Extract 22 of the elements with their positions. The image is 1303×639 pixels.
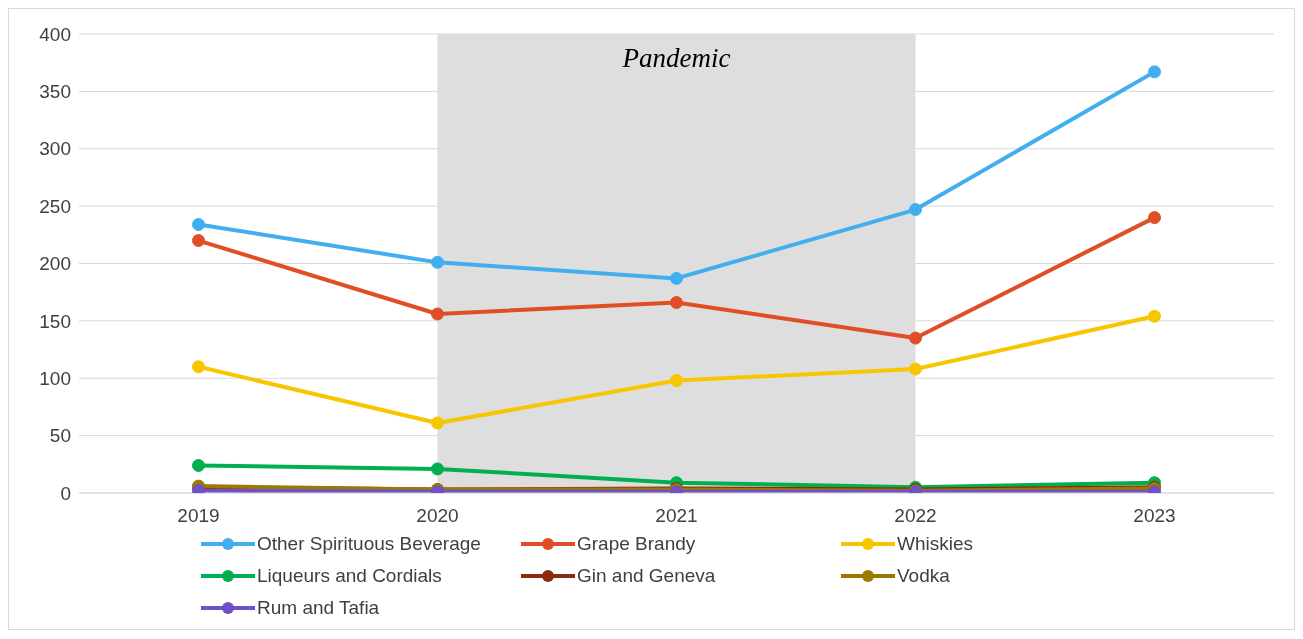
- y-tick-label: 150: [39, 310, 71, 332]
- x-tick-label: 2022: [894, 505, 937, 527]
- legend-label: Liqueurs and Cordials: [257, 565, 442, 587]
- x-tick-label: 2019: [177, 505, 220, 527]
- x-tick-label: 2021: [655, 505, 698, 527]
- legend-label: Other Spirituous Beverage: [257, 533, 481, 555]
- x-tick-label: 2023: [1133, 505, 1176, 527]
- y-tick-label: 100: [39, 367, 71, 389]
- y-tick-label: 400: [39, 23, 71, 45]
- y-tick-label: 250: [39, 195, 71, 217]
- y-tick-label: 300: [39, 138, 71, 160]
- legend-label: Grape Brandy: [577, 533, 696, 555]
- y-tick-label: 200: [39, 253, 71, 275]
- y-tick-label: 50: [49, 425, 71, 447]
- legend-label: Vodka: [897, 565, 950, 587]
- y-tick-label: 0: [60, 482, 71, 504]
- legend-label: Gin and Geneva: [577, 565, 716, 587]
- legend-label: Rum and Tafia: [257, 597, 380, 619]
- y-tick-label: 350: [39, 81, 71, 103]
- band-label: Pandemic: [621, 43, 731, 74]
- x-tick-label: 2020: [416, 505, 459, 527]
- legend-label: Whiskies: [897, 533, 974, 555]
